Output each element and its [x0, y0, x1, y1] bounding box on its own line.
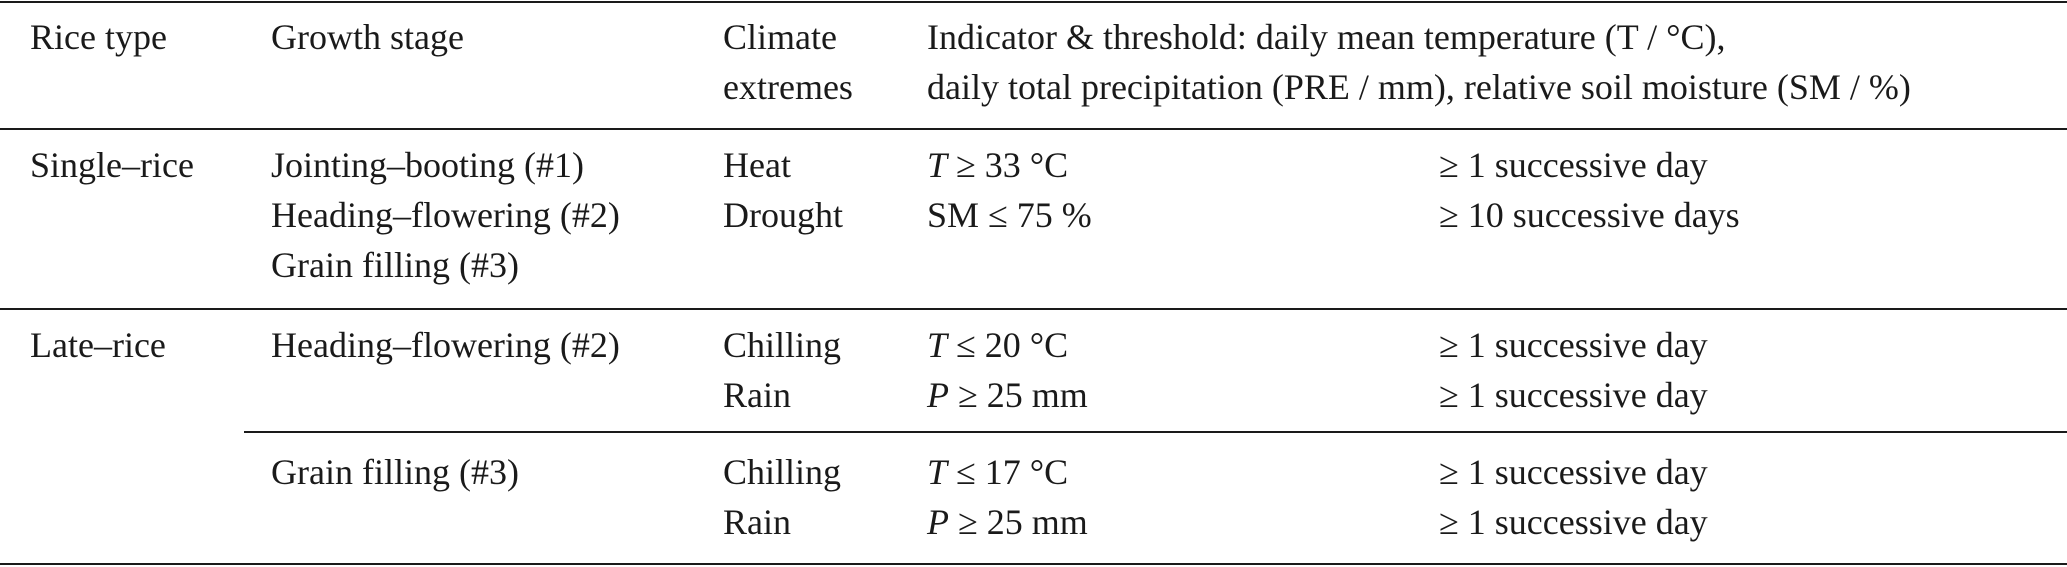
threshold-rain: P ≥ 25 mm [927, 497, 1088, 547]
threshold-chilling: T ≤ 20 °C [927, 320, 1068, 370]
threshold-chilling: T ≤ 17 °C [927, 447, 1068, 497]
duration-rain: ≥ 1 successive day [1439, 502, 1708, 542]
threshold-variable: P [927, 502, 949, 542]
threshold-heat: T ≥ 33 °C [927, 140, 1068, 190]
threshold-condition: ≥ 25 mm [949, 375, 1088, 415]
threshold-variable: T [927, 145, 948, 185]
stage-heading-flowering-late: Heading–flowering (#2) [271, 325, 620, 365]
threshold-condition: ≥ 33 °C [947, 145, 1069, 185]
threshold-condition: ≤ 75 % [979, 195, 1092, 235]
duration-rain: ≥ 1 successive day [1439, 375, 1708, 415]
top-rule [0, 1, 2067, 3]
extreme-drought: Drought [723, 195, 843, 235]
threshold-rain: P ≥ 25 mm [927, 370, 1088, 420]
header-growth-stage: Growth stage [271, 17, 464, 57]
stage-jointing-booting: Jointing–booting (#1) [271, 145, 584, 185]
threshold-variable: P [927, 375, 949, 415]
bottom-rule [0, 563, 2067, 565]
section-rule [0, 308, 2067, 310]
header-indicator-line2: daily total precipitation (PRE / mm), re… [927, 67, 1911, 107]
rice-type-late: Late–rice [30, 325, 166, 365]
threshold-variable: T [927, 452, 948, 492]
duration-chilling: ≥ 1 successive day [1439, 452, 1708, 492]
stage-grain-filling: Grain filling (#3) [271, 245, 519, 285]
stage-grain-filling-late: Grain filling (#3) [271, 452, 519, 492]
extreme-chilling: Chilling [723, 325, 842, 365]
extreme-rain: Rain [723, 502, 791, 542]
extreme-heat: Heat [723, 145, 791, 185]
header-indicator-line1: Indicator & threshold: daily mean temper… [927, 17, 1726, 57]
header-climate-extremes-line2: extremes [723, 67, 853, 107]
threshold-variable: T [927, 325, 948, 365]
threshold-condition: ≤ 17 °C [947, 452, 1069, 492]
threshold-variable: SM [927, 195, 980, 235]
header-rice-type: Rice type [30, 17, 167, 57]
extreme-rain: Rain [723, 375, 791, 415]
rice-type-single: Single–rice [30, 145, 194, 185]
late-rice-inner-rule [244, 431, 2067, 433]
duration-drought: ≥ 10 successive days [1439, 195, 1740, 235]
duration-chilling: ≥ 1 successive day [1439, 325, 1708, 365]
threshold-condition: ≥ 25 mm [949, 502, 1088, 542]
threshold-drought: SM ≤ 75 % [927, 190, 1092, 240]
extreme-chilling: Chilling [723, 452, 842, 492]
header-climate-extremes-line1: Climate [723, 17, 837, 57]
duration-heat: ≥ 1 successive day [1439, 145, 1708, 185]
stage-heading-flowering: Heading–flowering (#2) [271, 195, 620, 235]
threshold-condition: ≤ 20 °C [947, 325, 1069, 365]
header-rule [0, 128, 2067, 130]
